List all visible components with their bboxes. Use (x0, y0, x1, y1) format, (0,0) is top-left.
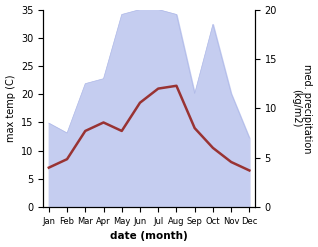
X-axis label: date (month): date (month) (110, 231, 188, 242)
Y-axis label: max temp (C): max temp (C) (5, 75, 16, 142)
Y-axis label: med. precipitation
(kg/m2): med. precipitation (kg/m2) (291, 64, 313, 153)
